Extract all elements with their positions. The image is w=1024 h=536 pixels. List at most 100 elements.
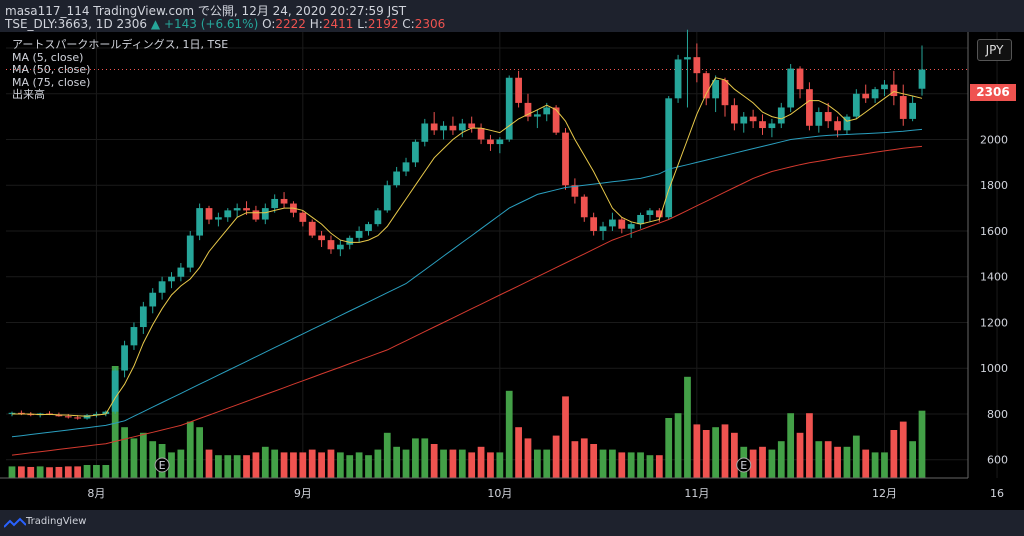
volume-bar: [252, 452, 260, 478]
candle-body: [609, 219, 616, 227]
footer-brand: TradingView: [26, 516, 87, 527]
volume-bar: [64, 466, 72, 478]
ohlc-summary: TSE_DLY:3663, 1D 2306 ▲ +143 (+6.61%) O:…: [5, 17, 445, 31]
currency-button[interactable]: JPY: [977, 39, 1012, 61]
header-bar: masa117_114 TradingView.com で公開, 12月 24,…: [0, 0, 1024, 32]
chart-legend: アートスパークホールディングス, 1日, TSE MA (5, close) M…: [12, 38, 228, 102]
volume-bar: [721, 424, 729, 478]
volume-bar: [139, 432, 147, 478]
volume-bar: [327, 449, 335, 478]
candle-body: [477, 128, 485, 140]
volume-bar: [881, 452, 888, 478]
ma50-line: [11, 128, 923, 438]
volume-bar: [130, 438, 138, 478]
candle-body: [224, 210, 232, 218]
volume-bar: [533, 449, 541, 478]
volume-bar: [46, 467, 53, 478]
candle-body: [280, 198, 288, 204]
volume-bar: [308, 449, 316, 478]
candle-body: [402, 162, 410, 172]
volume-bar: [477, 446, 485, 478]
candle-body: [83, 415, 91, 419]
candle-body: [365, 224, 372, 231]
volume-bar: [824, 441, 832, 478]
x-tick-label: 10月: [487, 487, 512, 500]
candle-body: [824, 112, 832, 122]
candle-body: [383, 185, 391, 211]
candlesticks: [8, 29, 926, 420]
candle-body: [252, 210, 260, 220]
candle-body: [393, 171, 401, 186]
candle-body: [674, 59, 682, 99]
volume-bar: [55, 466, 63, 478]
candle-body: [196, 208, 204, 236]
volume-bar: [627, 452, 635, 478]
candle-body: [655, 210, 663, 218]
moving-averages: [11, 77, 923, 456]
volume-bar: [505, 390, 513, 478]
candle-body: [852, 93, 860, 117]
open-value: 2222: [275, 17, 306, 31]
candle-body: [111, 370, 119, 412]
x-tick-label: 11月: [684, 487, 709, 500]
candle-body: [318, 235, 325, 241]
volume-bar: [177, 449, 185, 478]
volume-bar: [261, 446, 269, 478]
candle-body: [862, 93, 870, 99]
candle-body: [899, 96, 907, 119]
grid-lines: [6, 32, 998, 478]
volume-bar: [806, 413, 813, 478]
candle-body: [149, 292, 157, 307]
volume-bar: [468, 452, 476, 478]
candle-body: [458, 123, 466, 131]
volume-bar: [580, 438, 588, 478]
candle-body: [177, 267, 185, 277]
candle-body: [702, 73, 710, 99]
volume-bar: [834, 446, 841, 478]
x-axis: 8月9月10月11月12月162021: [87, 487, 1004, 500]
volume-bar: [571, 441, 579, 478]
volume-bar: [458, 449, 466, 478]
ma75-line: [11, 145, 923, 456]
candle-body: [449, 125, 457, 131]
footer-bar: TradingView: [0, 510, 1024, 536]
candle-body: [430, 123, 438, 131]
y-tick-label: 1200: [980, 316, 1008, 329]
candle-body: [515, 77, 522, 103]
volume-bar: [590, 444, 598, 478]
candle-body: [721, 80, 729, 106]
tradingview-logo-icon: [4, 517, 26, 528]
candle-body: [834, 121, 841, 131]
volume-bar: [749, 449, 757, 478]
candle-body: [346, 237, 354, 245]
legend-ma75: MA (75, close): [12, 75, 91, 89]
candle-body: [665, 98, 673, 218]
volume-bar: [655, 455, 663, 478]
volume-bar: [36, 466, 44, 478]
candle-body: [881, 84, 888, 90]
candle-body: [768, 123, 776, 129]
open-label: O:: [262, 17, 276, 31]
volume-bar: [83, 465, 91, 478]
candle-body: [215, 217, 222, 220]
publish-info: masa117_114 TradingView.com で公開, 12月 24,…: [5, 4, 407, 18]
price-change: +143 (+6.61%): [163, 17, 259, 31]
volume-bar: [233, 455, 241, 478]
volume-bar: [918, 410, 926, 478]
candle-body: [233, 208, 241, 211]
earnings-marker-label: E: [740, 459, 747, 472]
volume-bar: [74, 466, 82, 478]
volume-bar: [186, 421, 194, 478]
legend-ma5: MA (5, close): [12, 50, 84, 64]
volume-bar: [787, 413, 795, 478]
candle-body: [806, 89, 813, 126]
candle-body: [730, 105, 738, 124]
volume-bar: [318, 452, 325, 478]
candle-body: [871, 89, 879, 99]
candle-body: [468, 123, 476, 129]
volume-bar: [487, 452, 494, 478]
volume-bar: [909, 441, 916, 478]
volume-bar: [224, 455, 232, 478]
candle-body: [243, 208, 250, 211]
volume-bar: [674, 413, 682, 478]
